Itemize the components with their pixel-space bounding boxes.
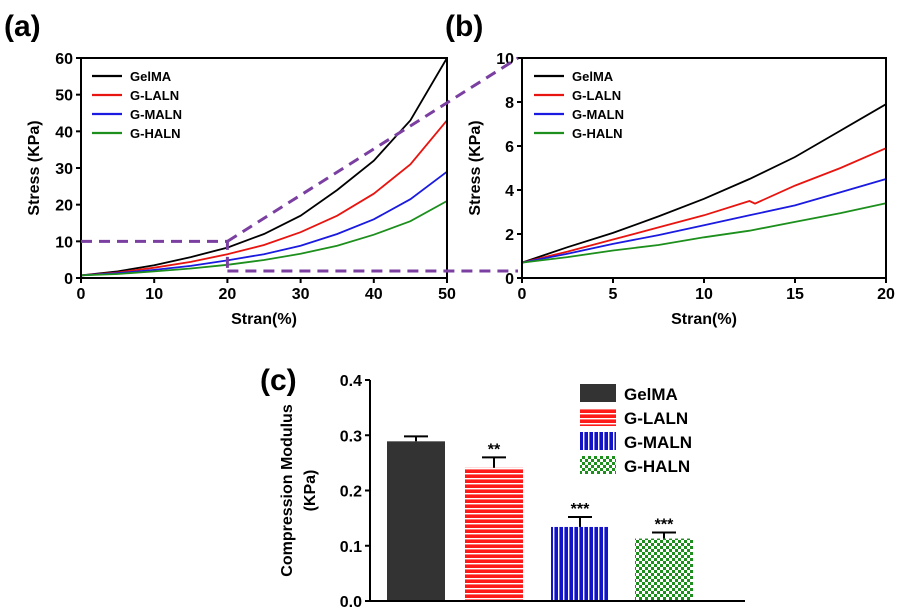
x-tick-label: 0 (518, 286, 527, 303)
legend-label-g-laln: G-LALN (624, 409, 688, 428)
x-axis-label: Stran(%) (231, 311, 297, 328)
legend-swatch-g-maln (580, 432, 616, 450)
x-tick-label: 0 (77, 286, 86, 303)
bar-g-haln (635, 538, 693, 601)
legend-label-g-laln: G-LALN (130, 88, 179, 103)
series-line-gelma (80, 57, 448, 277)
y-tick-label: 0.2 (340, 484, 362, 501)
y-tick-label: 30 (55, 161, 73, 178)
y-axis-label-line2: (KPa) (302, 470, 319, 512)
x-tick-label: 10 (695, 286, 713, 303)
x-tick-label: 15 (786, 286, 804, 303)
y-tick-label: 2 (505, 227, 514, 244)
series-line-g-laln (521, 147, 887, 264)
x-tick-label: 50 (438, 286, 456, 303)
x-axis-label: Stran(%) (671, 311, 737, 328)
y-tick-label: 0.4 (340, 373, 362, 390)
legend-label-g-maln: G-MALN (572, 107, 624, 122)
x-tick-label: 20 (877, 286, 895, 303)
significance-label: ** (488, 441, 501, 458)
y-tick-label: 0 (64, 271, 73, 288)
series-line-g-maln (521, 178, 887, 264)
legend-label-g-haln: G-HALN (624, 457, 690, 476)
chart-a: 0 10 20 30 40 50 0 10 20 30 40 50 60 Stran(%) Stress (… (26, 51, 456, 328)
legend-label-g-laln: G-LALN (572, 88, 621, 103)
x-tick-label: 40 (365, 286, 383, 303)
series-line-g-haln (521, 202, 887, 264)
legend-label-g-haln: G-HALN (572, 126, 623, 141)
y-tick-label: 8 (505, 95, 514, 112)
legend-label-g-maln: G-MALN (624, 433, 692, 452)
y-tick-label: 4 (505, 183, 514, 200)
y-tick-label: 50 (55, 88, 73, 105)
panel-label-c: (c) (260, 364, 297, 397)
x-tick-label: 30 (292, 286, 310, 303)
y-axis-label-line1: Compression Modulus (279, 404, 296, 577)
y-axis-label: Stress (KPa) (26, 120, 43, 215)
x-tick-label: 5 (609, 286, 618, 303)
series-line-g-laln (80, 119, 448, 277)
y-tick-label: 60 (55, 51, 73, 68)
legend-swatch-gelma (580, 384, 616, 402)
panel-label-b: (b) (445, 10, 483, 43)
series-line-g-haln (80, 200, 448, 277)
y-tick-label: 0 (505, 271, 514, 288)
y-tick-label: 20 (55, 198, 73, 215)
bar-gelma (387, 441, 445, 601)
legend-swatch-g-haln (580, 456, 616, 474)
bar-g-laln (465, 467, 523, 601)
y-tick-label: 6 (505, 139, 514, 156)
legend-label-g-maln: G-MALN (130, 107, 182, 122)
y-tick-label: 10 (55, 234, 73, 251)
x-tick-label: 10 (145, 286, 163, 303)
y-tick-label: 40 (55, 124, 73, 141)
significance-label: *** (655, 516, 674, 533)
y-axis-label: Stress (KPa) (467, 120, 484, 215)
legend-swatch-g-laln (580, 408, 616, 426)
series-line-g-maln (80, 170, 448, 277)
bar-g-maln (551, 526, 609, 601)
zoom-connector-lines (81, 56, 519, 273)
legend-label-gelma: GelMA (624, 385, 678, 404)
y-tick-label: 0.0 (340, 594, 362, 611)
zoom-connector-top (226, 56, 519, 243)
series-line-gelma (521, 103, 887, 264)
panel-label-a: (a) (4, 10, 41, 43)
legend-label-g-haln: G-HALN (130, 126, 181, 141)
y-tick-label: 0.1 (340, 539, 362, 556)
significance-label: *** (571, 501, 590, 518)
x-tick-label: 20 (219, 286, 237, 303)
legend-label-gelma: GelMA (572, 69, 614, 84)
y-tick-label: 0.3 (340, 428, 362, 445)
legend-label-gelma: GelMA (130, 69, 172, 84)
